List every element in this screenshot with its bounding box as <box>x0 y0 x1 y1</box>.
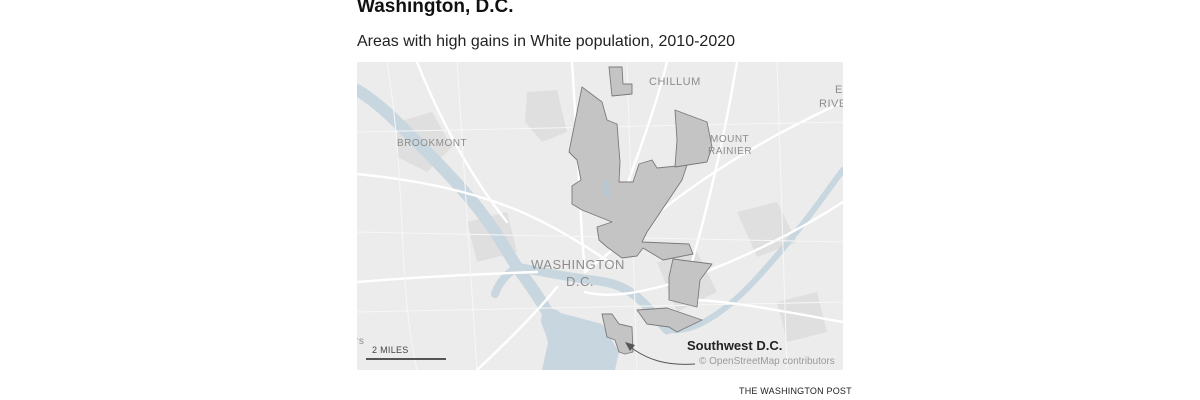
tract-mount-rainier <box>674 109 713 168</box>
credit-line: THE WASHINGTON POST <box>739 386 852 396</box>
chart-subtitle: Areas with high gains in White populatio… <box>357 33 736 50</box>
place-label-chillum: CHILLUM <box>649 76 701 88</box>
tract-southwest-dc <box>601 313 634 355</box>
map-attribution: © OpenStreetMap contributors <box>699 356 835 367</box>
chart-title: Washington, D.C. <box>357 0 514 17</box>
tract-east-navy-yard <box>668 258 713 308</box>
reflecting-pool <box>604 180 610 197</box>
roads <box>357 62 843 370</box>
highlighted-areas <box>568 66 713 355</box>
place-label-mount: MOUNT <box>710 134 750 145</box>
place-label-east-line2: RIVE <box>819 98 843 110</box>
place-label-brookmont: BROOKMONT <box>397 138 468 149</box>
highlight-label: Southwest D.C. <box>687 338 783 353</box>
tract-east-strip <box>636 307 703 333</box>
place-label-edge-fragment: rs <box>357 336 365 347</box>
scale-bar <box>366 358 446 360</box>
callout-arrowhead <box>625 342 635 351</box>
place-label-washington: WASHINGTON <box>531 257 625 272</box>
map-panel: CHILLUM BROOKMONT MOUNT RAINIER E RIVE W… <box>357 62 843 370</box>
tract-north-corridor <box>568 86 694 261</box>
place-label-east-line1: E <box>835 84 843 96</box>
map-svg <box>357 62 843 370</box>
place-label-dc: D.C. <box>566 274 594 289</box>
callout-arrow <box>628 345 696 365</box>
scale-label: 2 MILES <box>372 345 409 355</box>
river-basin <box>542 312 619 370</box>
tract-chillum-north <box>608 66 633 97</box>
place-label-rainier: RAINIER <box>708 146 753 157</box>
